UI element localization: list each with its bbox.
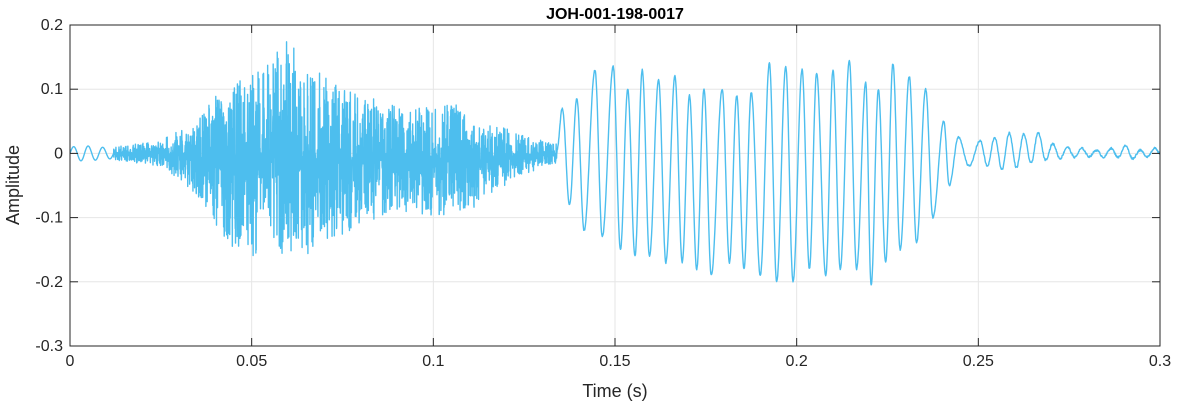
x-tick-label: 0.2 — [786, 353, 808, 370]
x-axis-label: Time (s) — [582, 381, 647, 401]
y-tick-label: 0 — [54, 145, 63, 162]
series-layer — [69, 41, 1161, 286]
waveform-line — [69, 41, 1161, 286]
x-tick-label: 0.1 — [422, 353, 444, 370]
x-tick-label: 0 — [66, 353, 75, 370]
y-tick-label: -0.2 — [35, 274, 63, 291]
y-axis-label: Amplitude — [3, 145, 23, 225]
chart-title: JOH-001-198-0017 — [546, 6, 684, 23]
y-tick-label: -0.1 — [35, 210, 63, 227]
x-tick-label: 0.3 — [1149, 353, 1171, 370]
y-tick-label: 0.1 — [41, 81, 63, 98]
y-tick-label: 0.2 — [41, 17, 63, 34]
x-tick-label: 0.25 — [963, 353, 994, 370]
ticks: 0 0.05 0.1 0.15 0.2 0.25 0.3 -0.3 -0.2 -0.1 0 0.1 0.… — [35, 17, 1171, 370]
x-tick-label: 0.05 — [236, 353, 267, 370]
y-tick-label: -0.3 — [35, 338, 63, 355]
x-tick-label: 0.15 — [599, 353, 630, 370]
